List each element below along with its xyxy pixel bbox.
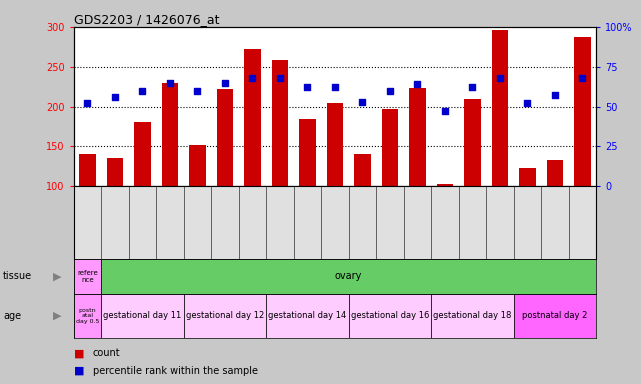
Text: gestational day 16: gestational day 16 bbox=[351, 311, 429, 320]
Point bbox=[303, 84, 313, 91]
Bar bbox=[106, 158, 123, 186]
Text: refere
nce: refere nce bbox=[77, 270, 98, 283]
Bar bbox=[101, 294, 184, 338]
Text: count: count bbox=[93, 348, 121, 358]
Point bbox=[220, 79, 230, 86]
Point bbox=[578, 75, 588, 81]
Point bbox=[357, 99, 367, 105]
Point bbox=[329, 84, 340, 91]
Bar bbox=[327, 103, 343, 186]
Point bbox=[192, 88, 203, 94]
Bar bbox=[189, 145, 206, 186]
Text: GDS2203 / 1426076_at: GDS2203 / 1426076_at bbox=[74, 13, 219, 26]
Bar bbox=[349, 294, 431, 338]
Bar bbox=[381, 109, 398, 186]
Text: ▶: ▶ bbox=[53, 311, 62, 321]
Bar bbox=[266, 294, 349, 338]
Text: postnatal day 2: postnatal day 2 bbox=[522, 311, 588, 320]
Text: gestational day 11: gestational day 11 bbox=[103, 311, 181, 320]
Point bbox=[165, 79, 175, 86]
Bar bbox=[519, 168, 536, 186]
Point bbox=[495, 75, 505, 81]
Text: percentile rank within the sample: percentile rank within the sample bbox=[93, 366, 258, 376]
Text: ■: ■ bbox=[74, 348, 84, 358]
Point bbox=[385, 88, 395, 94]
Text: gestational day 12: gestational day 12 bbox=[186, 311, 264, 320]
Bar bbox=[244, 49, 261, 186]
Bar bbox=[464, 99, 481, 186]
Bar bbox=[492, 30, 508, 186]
Bar bbox=[272, 60, 288, 186]
Bar bbox=[409, 88, 426, 186]
Point bbox=[110, 94, 120, 100]
Point bbox=[137, 88, 147, 94]
Text: postn
atal
day 0.5: postn atal day 0.5 bbox=[76, 308, 99, 324]
Text: tissue: tissue bbox=[3, 271, 32, 281]
Text: ■: ■ bbox=[74, 366, 84, 376]
Bar bbox=[134, 122, 151, 186]
Bar bbox=[74, 259, 101, 294]
Bar bbox=[74, 294, 101, 338]
Text: ▶: ▶ bbox=[53, 271, 62, 281]
Text: age: age bbox=[3, 311, 21, 321]
Text: gestational day 14: gestational day 14 bbox=[269, 311, 347, 320]
Bar bbox=[547, 160, 563, 186]
Bar bbox=[217, 89, 233, 186]
Point bbox=[82, 100, 92, 106]
Point bbox=[522, 100, 533, 106]
Point bbox=[550, 92, 560, 98]
Point bbox=[440, 108, 450, 114]
Bar bbox=[184, 294, 266, 338]
Bar bbox=[79, 154, 96, 186]
Bar bbox=[299, 119, 315, 186]
Point bbox=[412, 81, 422, 87]
Text: gestational day 18: gestational day 18 bbox=[433, 311, 512, 320]
Point bbox=[275, 75, 285, 81]
Bar bbox=[513, 294, 596, 338]
Point bbox=[247, 75, 258, 81]
Point bbox=[467, 84, 478, 91]
Bar bbox=[574, 37, 590, 186]
Text: ovary: ovary bbox=[335, 271, 362, 281]
Bar bbox=[431, 294, 513, 338]
Bar bbox=[354, 154, 370, 186]
Bar bbox=[437, 184, 453, 186]
Bar bbox=[162, 83, 178, 186]
